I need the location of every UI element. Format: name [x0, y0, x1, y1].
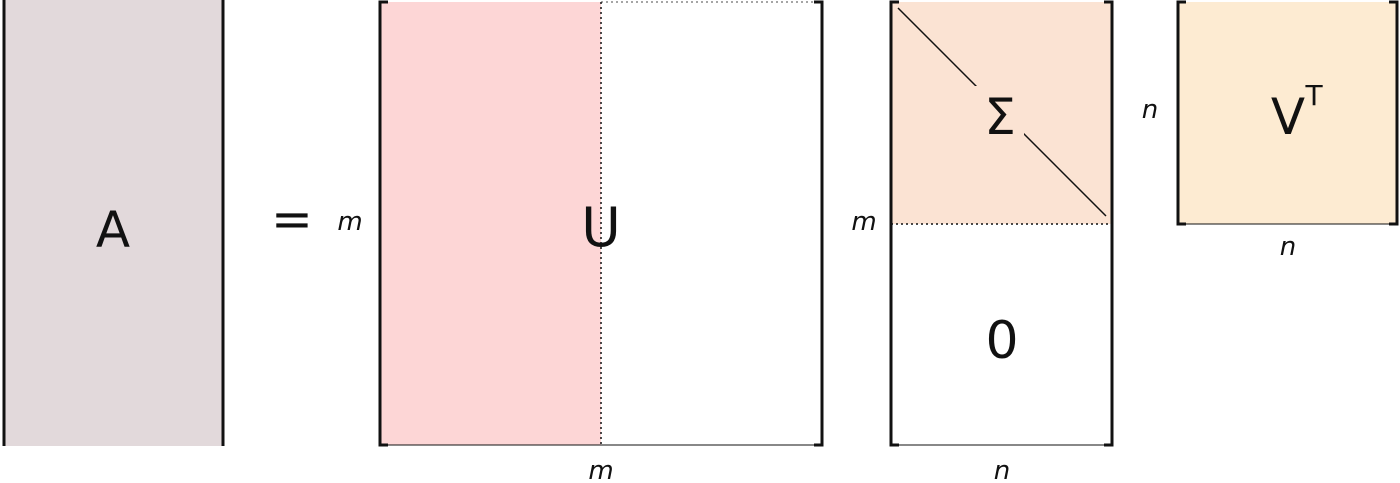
matrix-a-label: A [96, 201, 130, 259]
matrix-u: U [378, 0, 824, 447]
vt-rows-label: n [1142, 95, 1158, 125]
matrix-vt-label: V [1271, 88, 1305, 146]
matrix-vt: V T [1176, 0, 1399, 226]
vt-cols-label: n [1280, 232, 1296, 262]
equals-sign: = [271, 190, 313, 248]
matrix-vt-left-bracket [1176, 0, 1186, 226]
sigma-right-bracket [1104, 0, 1114, 447]
matrix-a: A [2, 0, 225, 446]
sigma-left-bracket [889, 0, 899, 447]
matrix-u-left-fill [380, 2, 601, 445]
matrix-vt-fill [1178, 2, 1397, 224]
matrix-sigma: Σ 0 [889, 0, 1114, 447]
zero-block-label: 0 [985, 311, 1018, 371]
matrix-vt-right-bracket [1389, 0, 1399, 226]
u-cols-label: m [588, 456, 613, 483]
matrix-a-fill [4, 0, 223, 446]
matrix-u-label: U [581, 196, 621, 259]
sigma-label-bg [974, 86, 1024, 142]
sigma-cols-label: n [994, 456, 1010, 483]
matrix-u-left-bracket [378, 0, 388, 447]
sigma-label: Σ [984, 88, 1016, 146]
matrix-vt-superscript: T [1304, 79, 1323, 112]
matrix-u-right-bracket [814, 0, 824, 447]
sigma-rows-label: m [851, 207, 876, 237]
u-rows-label: m [337, 207, 362, 237]
